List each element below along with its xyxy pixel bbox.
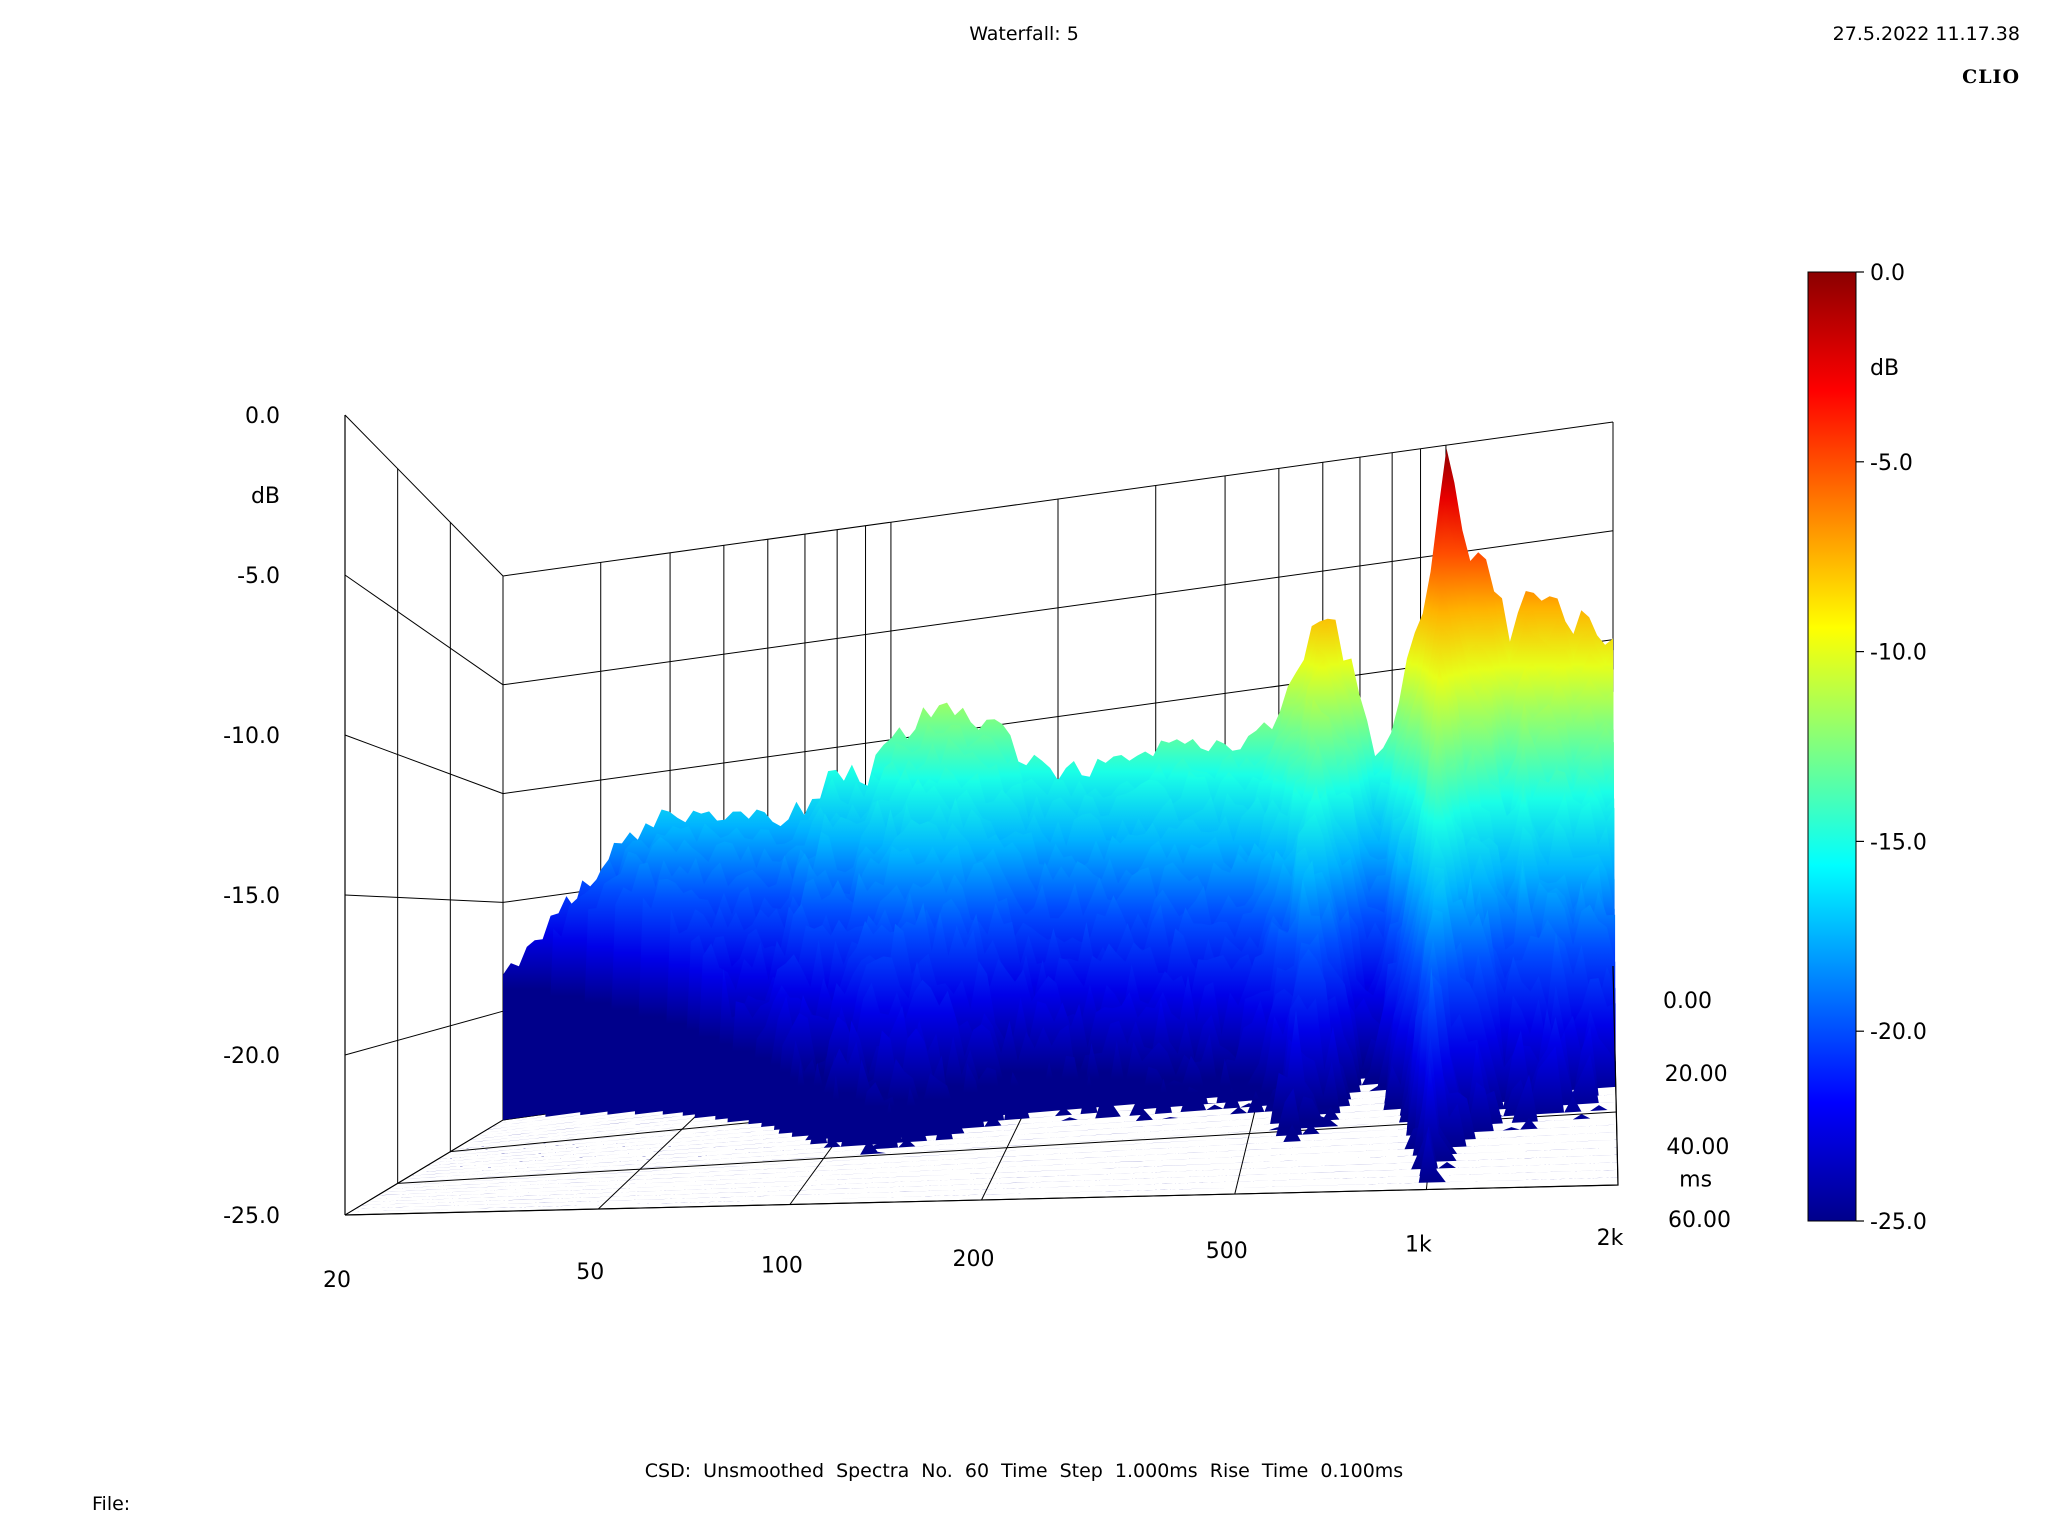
z-tick-label: -20.0 [223,1044,280,1069]
x-tick-label: 50 [576,1260,604,1285]
colorbar-gradient [1807,271,1857,1222]
file-label: File: [92,1493,131,1515]
back-grid-hline [502,530,1614,686]
x-tick-label: 500 [1206,1239,1248,1264]
floor-grid-line [344,1119,504,1216]
left-grid-hline [344,1010,504,1056]
left-grid-hline [344,734,504,795]
x-tick-label: 200 [953,1247,995,1272]
left-grid-hline [344,574,504,686]
colorbar-label: dB [1870,356,1899,381]
z-axis-label: dB [251,484,280,509]
brand-logo: CLIO [1962,66,2020,88]
t-tick-label: 0.00 [1663,989,1712,1014]
time-axis-ticks: 0.00 20.00 40.00 60.00 ms [1663,989,1731,1233]
z-tick-label: -10.0 [223,724,280,749]
t-axis-label: ms [1679,1168,1712,1193]
left-grid-hline [344,414,504,577]
z-tick-label: -15.0 [223,884,280,909]
colorbar-tick-label: -20.0 [1870,1020,1927,1045]
t-tick-label: 40.00 [1666,1135,1729,1160]
left-wall-grid [344,414,504,1216]
x-tick-label: 100 [761,1254,803,1279]
t-tick-label: 20.00 [1665,1062,1728,1087]
waterfall-surface [345,448,1618,1215]
z-axis-ticks: 0.0 -5.0 -10.0 -15.0 -20.0 -25.0 dB [223,404,280,1229]
colorbar-tick-label: -25.0 [1870,1210,1927,1235]
colorbar-tick-label: -15.0 [1870,830,1927,855]
colorbar-tick-label: 0.0 [1870,261,1905,286]
chart-title: Waterfall: 5 [969,23,1079,45]
x-tick-label: 20 [323,1268,351,1293]
back-grid-hline [502,421,1614,577]
x-tick-label: 2k [1597,1226,1624,1251]
t-tick-label: 60.00 [1668,1208,1731,1233]
front-floor-edge [344,965,1619,1216]
x-tick-label: 1k [1405,1233,1432,1258]
colorbar-tick-label: -5.0 [1870,451,1913,476]
z-tick-label: 0.0 [245,404,280,429]
colorbar-tick-label: -10.0 [1870,641,1927,666]
colorbar: 0.0 -5.0 -10.0 -15.0 -20.0 -25.0 dB [1807,261,1927,1235]
x-axis-ticks: 20 50 100 200 500 1k 2k [323,1226,1624,1293]
spectrum-slice [399,909,1617,1183]
measurement-info: CSD: Unsmoothed Spectra No. 60 Time Step… [644,1460,1404,1482]
timestamp: 27.5.2022 11.17.38 [1832,23,2020,45]
axes-frame [344,415,1619,1216]
z-tick-label: -25.0 [223,1204,280,1229]
z-tick-label: -5.0 [237,564,280,589]
left-grid-hline [344,894,504,903]
